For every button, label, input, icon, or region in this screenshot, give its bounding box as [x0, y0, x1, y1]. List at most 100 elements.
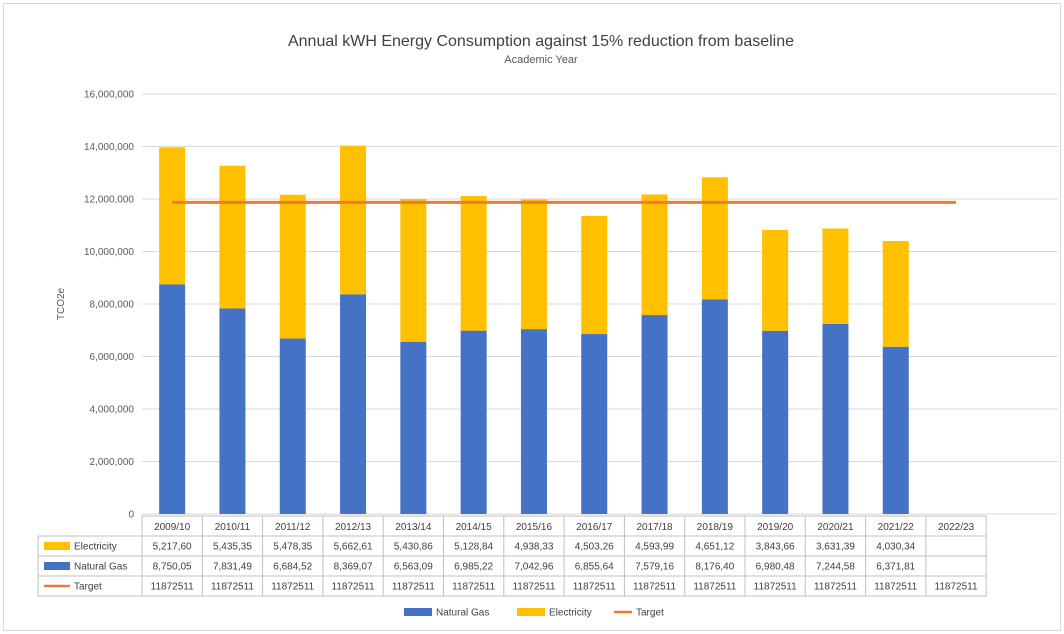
table-cell: 6,855,64 [575, 562, 614, 573]
table-cell: 11872511 [633, 582, 676, 593]
bar-electricity [340, 145, 367, 295]
bar-natural-gas [460, 330, 487, 514]
table-cell: 11872511 [573, 582, 616, 593]
bar-natural-gas [520, 329, 547, 514]
category-label: 2009/10 [154, 522, 191, 533]
table-cell: 6,985,22 [454, 562, 493, 573]
bar-natural-gas [641, 315, 668, 514]
legend: Natural Gas Electricity Target [404, 608, 664, 619]
y-tick-label: 2,000,000 [90, 457, 135, 468]
y-axis-ticks: 0 2,000,000 4,000,000 6,000,000 8,000,000 10,… [84, 90, 135, 521]
table-row-label: Target [74, 582, 102, 593]
y-tick-label: 16,000,000 [84, 90, 134, 101]
legend-key-natural-gas [404, 608, 432, 616]
bar-electricity [641, 194, 668, 316]
table-cell: 5,128,84 [454, 542, 493, 553]
bar-electricity [219, 165, 246, 309]
category-label: 2016/17 [576, 522, 613, 533]
legend-label: Target [636, 608, 664, 619]
bar-electricity [701, 177, 728, 300]
table-cell: 11872511 [271, 582, 314, 593]
table-cell: 11872511 [754, 582, 797, 593]
y-axis-label: TCO2e [56, 287, 67, 320]
bar-natural-gas [701, 299, 728, 514]
bar-electricity [279, 194, 306, 339]
bar-electricity [882, 240, 909, 347]
bar-electricity [460, 196, 487, 331]
table-cell: 3,843,66 [756, 542, 795, 553]
category-label: 2013/14 [395, 522, 432, 533]
category-label: 2017/18 [636, 522, 673, 533]
bars [159, 145, 909, 514]
table-cell: 4,938,33 [514, 542, 553, 553]
table-cell: 11872511 [693, 582, 736, 593]
table-legend-key [44, 542, 70, 550]
chart-title: Annual kWH Energy Consumption against 15… [288, 33, 794, 50]
table-cell: 6,371,81 [876, 562, 915, 573]
category-label: 2011/12 [275, 522, 311, 533]
legend-label: Natural Gas [436, 608, 489, 619]
bar-electricity [520, 199, 547, 330]
bar-natural-gas [882, 346, 909, 514]
table-cell: 11872511 [151, 582, 194, 593]
table-cell: 5,435,35 [213, 542, 252, 553]
bar-electricity [400, 199, 427, 342]
table-cell: 8,369,07 [334, 562, 373, 573]
table-cell: 6,980,48 [756, 562, 795, 573]
table-cell: 11872511 [392, 582, 435, 593]
table-cell: 5,217,60 [153, 542, 192, 553]
table-row-label: Electricity [74, 542, 117, 553]
table-legend-key [44, 562, 70, 570]
chart-subtitle: Academic Year [504, 54, 578, 66]
table-cell: 11872511 [814, 582, 857, 593]
bar-natural-gas [762, 330, 789, 514]
table-cell: 11872511 [935, 582, 978, 593]
bar-natural-gas [340, 294, 367, 514]
table-cell: 5,662,61 [334, 542, 373, 553]
table-cell: 7,244,58 [816, 562, 855, 573]
y-tick-label: 6,000,000 [90, 352, 135, 363]
bar-natural-gas [400, 341, 427, 514]
bar-electricity [762, 229, 789, 331]
table-cell: 11872511 [512, 582, 555, 593]
table-cell: 6,684,52 [273, 562, 312, 573]
category-label: 2019/20 [757, 522, 794, 533]
table-cell: 7,042,96 [514, 562, 553, 573]
legend-key-electricity [517, 608, 545, 616]
table-cell: 6,563,09 [394, 562, 433, 573]
data-table: 2009/10 2010/11 2011/12 2012/13 2013/14 2014/… [37, 515, 987, 597]
table-cell: 11872511 [452, 582, 495, 593]
table-cell: 7,831,49 [213, 562, 252, 573]
bar-natural-gas [279, 338, 306, 514]
table-cell: 4,030,34 [876, 542, 915, 553]
y-tick-label: 12,000,000 [84, 195, 134, 206]
table-cell: 11872511 [211, 582, 254, 593]
y-tick-label: 4,000,000 [90, 405, 135, 416]
table-cell: 4,651,12 [695, 542, 734, 553]
bar-natural-gas [219, 308, 246, 514]
bar-natural-gas [581, 334, 608, 514]
y-tick-label: 0 [128, 510, 134, 521]
bar-electricity [822, 228, 849, 324]
chart-frame: Annual kWH Energy Consumption against 15… [3, 3, 1061, 631]
y-tick-label: 10,000,000 [84, 247, 134, 258]
table-cell: 11872511 [332, 582, 375, 593]
category-label: 2022/23 [938, 522, 975, 533]
table-cell: 7,579,16 [635, 562, 674, 573]
legend-label: Electricity [549, 608, 592, 619]
category-label: 2015/16 [516, 522, 553, 533]
bar-electricity [159, 147, 186, 285]
table-cell: 11872511 [874, 582, 917, 593]
bar-electricity [581, 215, 608, 335]
table-cell: 8,750,05 [153, 562, 192, 573]
bar-natural-gas [822, 323, 849, 514]
category-label: 2021/22 [878, 522, 915, 533]
bar-natural-gas [159, 284, 186, 514]
table-row-label: Natural Gas [74, 562, 127, 573]
category-label: 2014/15 [456, 522, 493, 533]
table-cell: 4,503,26 [575, 542, 614, 553]
category-label: 2012/13 [335, 522, 372, 533]
table-cell: 5,478,35 [273, 542, 312, 553]
y-tick-label: 14,000,000 [84, 142, 134, 153]
category-label: 2010/11 [215, 522, 251, 533]
